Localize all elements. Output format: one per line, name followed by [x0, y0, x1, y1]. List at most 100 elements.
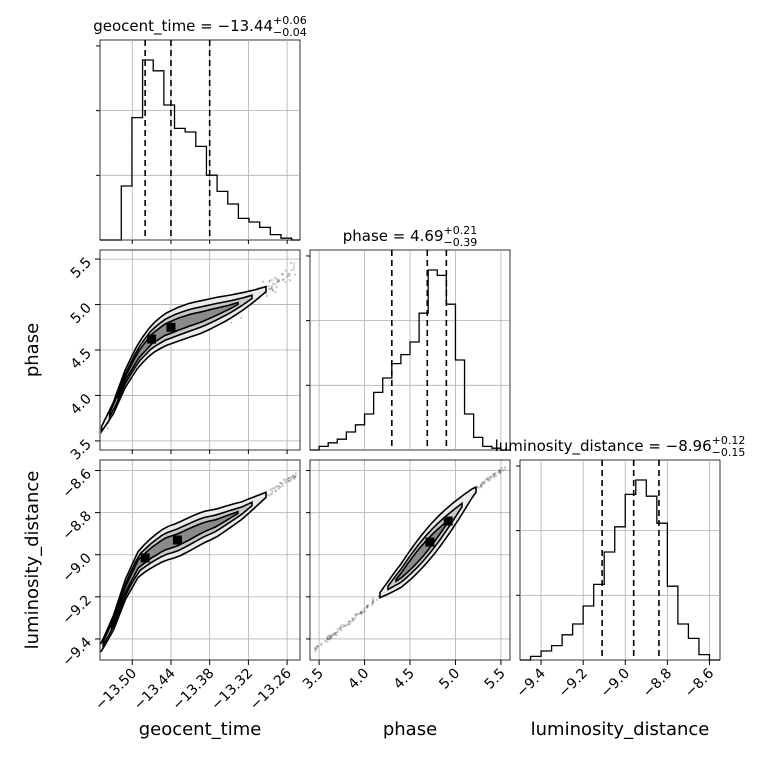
- sample-point: [287, 480, 290, 483]
- sample-point: [274, 291, 277, 294]
- panel-frame: [99, 459, 301, 661]
- sample-point: [480, 484, 483, 487]
- sample-point: [294, 475, 297, 478]
- sample-point: [339, 628, 343, 631]
- x-tick-label-phase: 3.5: [300, 666, 327, 693]
- sample-point: [293, 475, 296, 478]
- sample-point: [272, 282, 275, 285]
- x-tick-label-phase: 5.0: [436, 666, 463, 693]
- sample-point: [359, 611, 362, 614]
- joint-content: [100, 261, 297, 435]
- sample-point: [276, 277, 279, 280]
- sample-point: [288, 279, 292, 282]
- sample-point: [291, 477, 294, 480]
- sample-point: [328, 634, 331, 637]
- histogram-panel-geocent_time: geocent_time = −13.44+0.06 −0.04: [93, 14, 307, 241]
- sample-point: [265, 292, 268, 295]
- sample-point: [326, 638, 329, 641]
- sample-point: [498, 470, 502, 473]
- sample-point: [313, 647, 317, 651]
- sample-point: [261, 280, 265, 283]
- panel-frame: [519, 459, 721, 661]
- title-main: luminosity_distance = −8.96: [495, 437, 712, 456]
- sample-point: [282, 478, 285, 481]
- sample-point: [339, 628, 342, 631]
- sample-point: [278, 485, 281, 488]
- sample-point: [327, 638, 330, 641]
- sample-point: [482, 482, 485, 485]
- sample-point: [290, 478, 293, 481]
- sample-point: [286, 275, 289, 278]
- density-peak: [172, 535, 182, 545]
- y-tick-label-phase: 5.0: [68, 300, 95, 327]
- sample-point: [270, 285, 274, 288]
- x-tick-label-luminosity_distance: −9.2: [556, 666, 591, 701]
- sample-point: [343, 624, 347, 628]
- sample-point: [499, 470, 502, 473]
- sample-point: [292, 474, 295, 478]
- sample-point: [326, 637, 329, 640]
- sample-point: [482, 482, 485, 485]
- title-main: geocent_time = −13.44: [93, 17, 273, 36]
- sample-point: [331, 632, 334, 635]
- sample-point: [268, 279, 271, 283]
- sample-point: [281, 273, 284, 276]
- histogram-panel-luminosity_distance: luminosity_distance = −8.96+0.12 −0.15: [495, 434, 746, 661]
- sample-point: [498, 469, 501, 472]
- sample-point: [291, 474, 294, 477]
- sample-point: [293, 476, 296, 479]
- sample-point: [292, 262, 295, 265]
- sample-point: [277, 487, 281, 490]
- sample-point: [290, 268, 293, 272]
- sample-point: [371, 597, 375, 600]
- histogram-step: [520, 479, 720, 661]
- sample-point: [372, 599, 375, 602]
- sample-point: [479, 485, 482, 488]
- joint-panel-phase_vs_geocent_time: [99, 249, 301, 451]
- sample-point: [273, 277, 277, 280]
- sample-point: [341, 626, 344, 629]
- sample-point: [360, 612, 363, 615]
- sample-point: [320, 644, 323, 647]
- sample-point: [482, 480, 485, 484]
- sample-point: [372, 601, 375, 604]
- sample-point: [476, 486, 479, 489]
- sample-point: [479, 483, 483, 486]
- sample-point: [316, 645, 319, 648]
- sample-point: [281, 484, 284, 487]
- sample-point: [327, 637, 330, 641]
- title-plus: +0.12: [712, 434, 746, 447]
- histogram-panel-phase: phase = 4.69+0.21 −0.39: [306, 224, 511, 451]
- sample-point: [356, 613, 359, 616]
- x-tick-label-geocent_time: −13.32: [208, 666, 256, 714]
- sample-point: [486, 477, 489, 480]
- sample-point: [106, 427, 110, 430]
- x-tick-label-geocent_time: −13.38: [170, 666, 218, 714]
- sample-point: [274, 489, 277, 493]
- sample-point: [348, 622, 351, 625]
- sample-point: [280, 482, 283, 485]
- sample-point: [488, 476, 491, 479]
- x-axis-label-phase: phase: [383, 719, 437, 740]
- sample-point: [504, 468, 507, 471]
- sample-point: [276, 281, 279, 284]
- sample-point: [316, 645, 319, 648]
- sample-point: [359, 611, 363, 615]
- sample-point: [287, 272, 290, 275]
- sample-point: [499, 469, 502, 472]
- panel-title-geocent_time: geocent_time = −13.44+0.06 −0.04: [93, 14, 307, 39]
- sample-point: [265, 294, 268, 298]
- sample-point: [276, 279, 279, 282]
- sample-point: [288, 477, 291, 480]
- sample-point: [270, 286, 273, 289]
- sample-point: [281, 279, 285, 282]
- y-tick-label-luminosity_distance: −8.8: [59, 508, 94, 543]
- sample-point: [365, 605, 369, 608]
- sample-point: [277, 278, 281, 282]
- sample-point: [371, 600, 374, 603]
- sample-point: [497, 471, 501, 475]
- sample-point: [268, 280, 271, 283]
- sample-point: [328, 636, 332, 639]
- y-tick-label-luminosity_distance: −9.0: [59, 550, 94, 585]
- sample-point: [492, 474, 495, 478]
